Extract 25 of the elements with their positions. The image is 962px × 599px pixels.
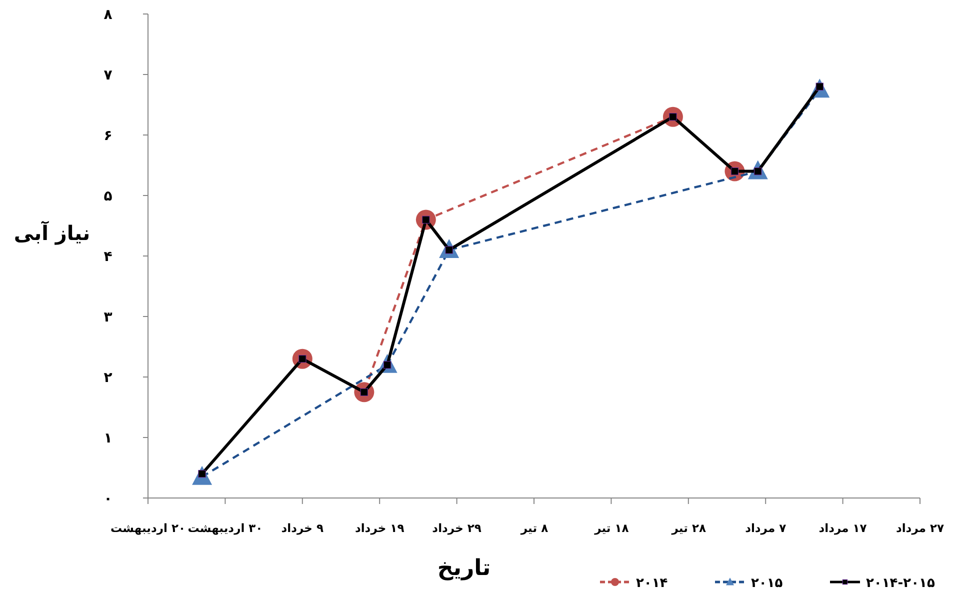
x-tick-label: ۱۸ تیر — [594, 521, 629, 535]
x-tick-label: ۲۷ مرداد — [896, 521, 944, 535]
legend-label: ۲۰۱۴-۲۰۱۵ — [866, 576, 935, 591]
x-tick-label: ۳۰ اردیبهشت — [188, 521, 263, 535]
legend-label: ۲۰۱۵ — [751, 576, 783, 591]
x-tick-label: ۱۹ خرداد — [354, 521, 404, 535]
y-tick-label: ۵ — [104, 188, 113, 204]
y-tick-label: ۴ — [104, 249, 113, 265]
y-tick-label: ۶ — [104, 128, 112, 144]
x-tick-label: ۲۰ اردیبهشت — [110, 521, 186, 535]
y-tick-label: ۸ — [104, 7, 113, 23]
x-tick-label: ۸ تیر — [520, 521, 548, 535]
x-tick-label: ۲۹ خرداد — [432, 521, 482, 535]
legend-label: ۲۰۱۴ — [636, 576, 668, 591]
x-tick-label: ۹ خرداد — [281, 521, 324, 535]
y-tick-label: ۷ — [104, 68, 113, 84]
y-tick-label: ۲ — [104, 370, 113, 386]
x-tick-label: ۱۷ مرداد — [818, 521, 867, 535]
x-tick-label: ۲۸ تیر — [670, 521, 706, 535]
y-tick-label: ۳ — [104, 310, 113, 326]
x-tick-label: ۷ مرداد — [745, 521, 786, 535]
y-axis-title: نیاز آبی — [14, 220, 90, 245]
y-tick-label: ۰ — [104, 491, 112, 507]
y-tick-label: ۱ — [104, 430, 112, 446]
x-axis-title: تاریخ — [437, 556, 491, 581]
